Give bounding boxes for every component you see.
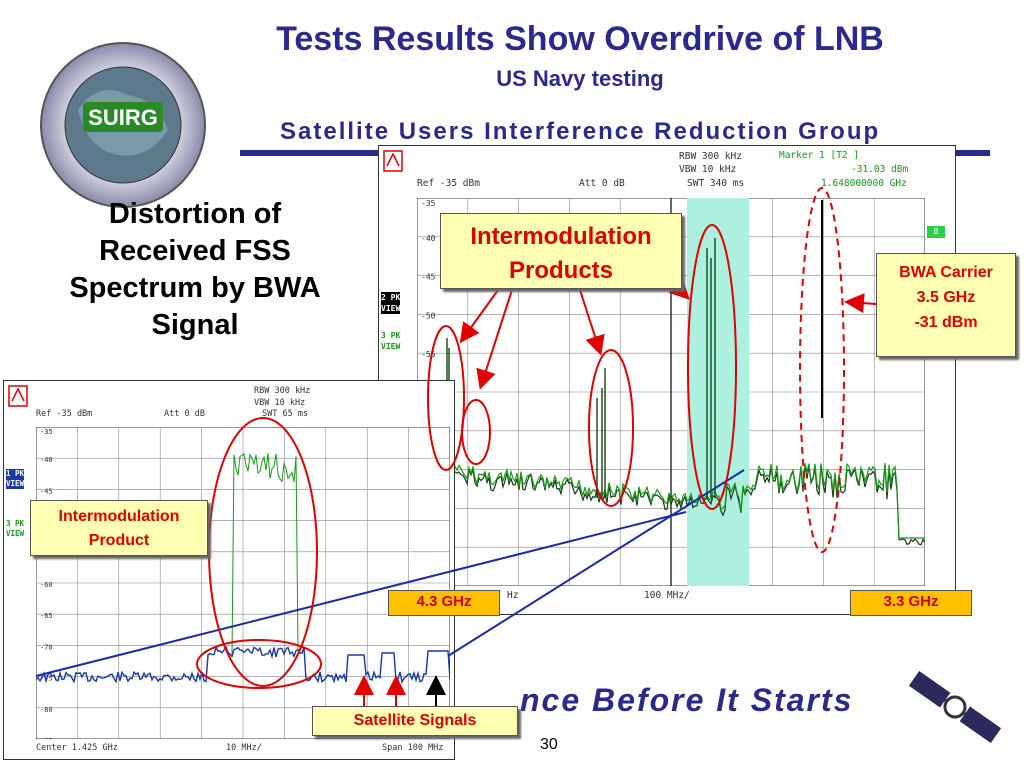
rbw-label: RBW 300 kHz xyxy=(254,386,311,396)
tagline-text: nce Before It Starts xyxy=(520,682,854,718)
marker-level: -31.03 dBm xyxy=(851,164,909,175)
vbw-label: VBW 10 kHz xyxy=(679,164,737,175)
small-center: Center 1.425 GHz xyxy=(36,743,118,753)
suirg-logo: SUIRG xyxy=(38,40,208,210)
callout-line: 3.5 GHz xyxy=(916,289,976,306)
highlight-ellipse xyxy=(427,325,465,471)
highlight-ellipse xyxy=(799,187,845,553)
att-label: Att 0 dB xyxy=(579,178,625,189)
callout-arrow xyxy=(459,289,499,344)
y-tick-label: -40 xyxy=(421,234,436,243)
highlight-ellipse xyxy=(196,639,322,689)
y-tick-label: -50 xyxy=(421,311,436,320)
spectrum-trace xyxy=(36,645,450,685)
y-tick-label: -35 xyxy=(421,199,436,208)
y-tick-label: -55 xyxy=(421,350,436,359)
trace-label: 3 PK xyxy=(381,331,401,340)
trace-label: VIEW xyxy=(6,529,25,538)
spectrum-trace xyxy=(417,463,925,546)
mode-badge: B xyxy=(927,226,945,238)
band-highlight xyxy=(687,198,749,586)
slide-title: Tests Results Show Overdrive of LNB xyxy=(276,20,884,58)
page-number: 30 xyxy=(540,736,558,753)
connector-line xyxy=(35,511,687,677)
trace-label: VIEW xyxy=(381,303,401,314)
slide-heading: Distortion of Received FSS Spectrum by B… xyxy=(30,196,360,344)
trace-label: 3 PK xyxy=(6,519,25,528)
callout-line: Intermodulation xyxy=(58,508,180,525)
callout-line: -31 dBm xyxy=(914,314,978,331)
y-tick-label: -45 xyxy=(421,273,436,282)
swt-label: SWT 65 ms xyxy=(262,409,309,419)
rs-logo-icon xyxy=(383,150,403,172)
ref-label: Ref -35 dBm xyxy=(417,178,480,189)
brand-text: Satellite Users Interference Reduction G… xyxy=(280,118,881,145)
main-bottom-left: Hz xyxy=(507,590,519,601)
vbw-label: VBW 10 kHz xyxy=(254,398,306,408)
heading-line: Distortion of xyxy=(108,198,282,230)
slide-subtitle: US Navy testing xyxy=(496,66,664,91)
callout-line: Intermodulation xyxy=(470,223,652,250)
highlight-ellipse xyxy=(461,399,491,465)
logo-center-text: SUIRG xyxy=(88,105,158,130)
y-tick-label: -65 xyxy=(40,612,53,620)
trace-label: 1 PK xyxy=(6,469,25,479)
heading-line: Spectrum by BWA xyxy=(69,272,321,304)
satellite-icon xyxy=(900,662,1010,752)
callout-intermod-products: Intermodulation Products xyxy=(440,213,682,289)
marker-freq: 1.648000000 GHz xyxy=(821,178,907,189)
highlight-ellipse xyxy=(588,349,634,507)
att-label: Att 0 dB xyxy=(164,409,205,419)
rs-logo-icon xyxy=(8,385,28,407)
freq-label-left: 4.3 GHz xyxy=(388,590,500,616)
y-tick-label: -60 xyxy=(40,581,53,589)
connector-line xyxy=(447,469,745,657)
heading-line: Signal xyxy=(151,309,239,341)
callout-satellite-signals: Satellite Signals xyxy=(312,706,518,736)
callout-line: BWA Carrier xyxy=(899,264,993,281)
y-tick-label: -70 xyxy=(40,643,53,651)
highlight-ellipse xyxy=(687,224,737,510)
trace-label: VIEW xyxy=(381,342,401,351)
y-tick-label: -35 xyxy=(40,428,53,436)
swt-label: SWT 340 ms xyxy=(687,178,745,189)
callout-arrow xyxy=(579,289,605,356)
callout-intermod-product: Intermodulation Product xyxy=(30,500,208,556)
main-bottom-center: 100 MHz/ xyxy=(644,590,690,601)
small-div: 10 MHz/ xyxy=(226,743,262,753)
marker-label: Marker 1 [T2 ] xyxy=(779,150,860,161)
trace-label: VIEW xyxy=(6,479,25,489)
y-tick-label: -40 xyxy=(40,456,53,464)
trace-label: 2 PK xyxy=(381,292,401,303)
y-tick-label: -45 xyxy=(40,487,53,495)
freq-label-right: 3.3 GHz xyxy=(850,590,972,616)
callout-arrow xyxy=(844,293,877,314)
callout-line: Product xyxy=(88,532,150,549)
heading-line: Received FSS xyxy=(99,235,291,267)
callout-bwa-carrier: BWA Carrier 3.5 GHz -31 dBm xyxy=(876,253,1016,357)
spectrum-trace xyxy=(417,458,925,539)
callout-arrow xyxy=(476,289,513,390)
rbw-label: RBW 300 kHz xyxy=(679,151,742,162)
ref-label: Ref -35 dBm xyxy=(36,409,93,419)
highlight-ellipse xyxy=(208,417,318,687)
callout-line: Products xyxy=(508,257,613,284)
y-tick-label: -85 xyxy=(40,737,53,739)
small-span: Span 100 MHz xyxy=(382,743,444,753)
y-tick-label: -80 xyxy=(40,706,53,714)
